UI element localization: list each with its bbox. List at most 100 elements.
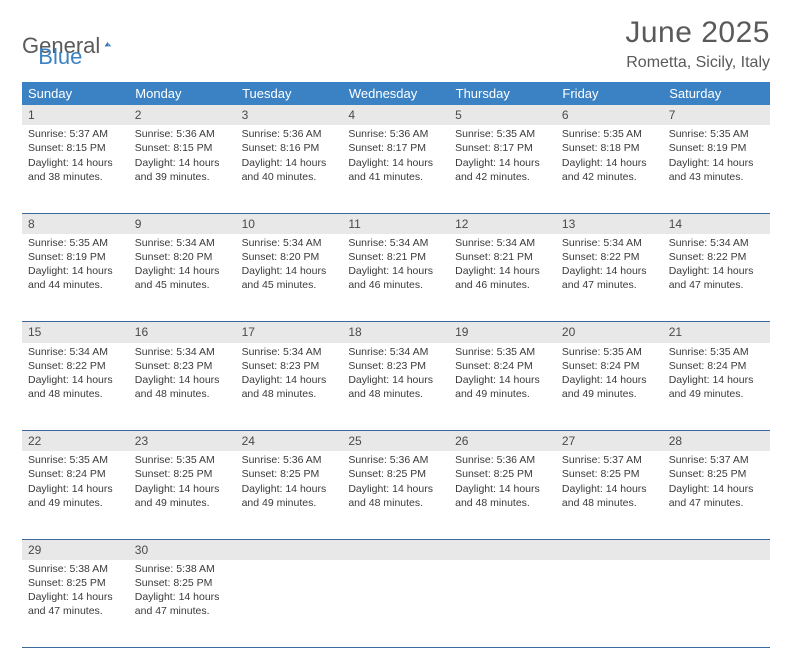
weekday-header-row: Sunday Monday Tuesday Wednesday Thursday… xyxy=(22,82,770,105)
day-cell: Sunrise: 5:34 AMSunset: 8:20 PMDaylight:… xyxy=(236,234,343,322)
sunset-label: Sunset: xyxy=(348,360,384,372)
daylight-label: Daylight: xyxy=(135,483,176,495)
daylight-line: Daylight: 14 hours and 48 minutes. xyxy=(455,482,550,510)
day-number-cell: 5 xyxy=(449,105,556,125)
sunset-value: 8:24 PM xyxy=(494,360,533,372)
sunrise-line: Sunrise: 5:35 AM xyxy=(669,345,764,359)
daynum-row: 15161718192021 xyxy=(22,322,770,343)
weekday-sunday: Sunday xyxy=(22,82,129,105)
sunrise-label: Sunrise: xyxy=(455,454,494,466)
day-cell: Sunrise: 5:36 AMSunset: 8:15 PMDaylight:… xyxy=(129,125,236,213)
day-number: 26 xyxy=(455,434,468,448)
day-number-cell: 15 xyxy=(22,322,129,343)
sunrise-value: 5:35 AM xyxy=(603,346,642,358)
daylight-label: Daylight: xyxy=(455,483,496,495)
sunset-value: 8:15 PM xyxy=(173,142,212,154)
sunrise-label: Sunrise: xyxy=(28,237,67,249)
sunset-label: Sunset: xyxy=(135,577,171,589)
daylight-line: Daylight: 14 hours and 48 minutes. xyxy=(28,373,123,401)
sunrise-line: Sunrise: 5:35 AM xyxy=(562,127,657,141)
sunset-label: Sunset: xyxy=(242,251,278,263)
sunset-label: Sunset: xyxy=(562,360,598,372)
day-body: Sunrise: 5:36 AMSunset: 8:25 PMDaylight:… xyxy=(342,451,449,514)
daynum-row: 1234567 xyxy=(22,105,770,125)
sunrise-label: Sunrise: xyxy=(135,563,174,575)
sunrise-line: Sunrise: 5:35 AM xyxy=(455,127,550,141)
sunrise-label: Sunrise: xyxy=(348,346,387,358)
day-number: 1 xyxy=(28,108,35,122)
day-body: Sunrise: 5:36 AMSunset: 8:25 PMDaylight:… xyxy=(236,451,343,514)
day-number: 16 xyxy=(135,325,148,339)
sunrise-line: Sunrise: 5:34 AM xyxy=(135,236,230,250)
day-number: 21 xyxy=(669,325,682,339)
daylight-label: Daylight: xyxy=(669,157,710,169)
sunrise-line: Sunrise: 5:36 AM xyxy=(135,127,230,141)
sunset-label: Sunset: xyxy=(135,360,171,372)
sunrise-value: 5:34 AM xyxy=(176,237,215,249)
day-number: 30 xyxy=(135,543,148,557)
day-number: 25 xyxy=(348,434,361,448)
sunset-line: Sunset: 8:25 PM xyxy=(28,576,123,590)
day-number: 23 xyxy=(135,434,148,448)
sunrise-label: Sunrise: xyxy=(135,128,174,140)
sunrise-label: Sunrise: xyxy=(669,454,708,466)
sunset-value: 8:21 PM xyxy=(494,251,533,263)
daylight-label: Daylight: xyxy=(562,483,603,495)
day-number: 19 xyxy=(455,325,468,339)
day-number-cell: 26 xyxy=(449,431,556,452)
sunset-line: Sunset: 8:20 PM xyxy=(242,250,337,264)
sunset-label: Sunset: xyxy=(455,468,491,480)
sunrise-label: Sunrise: xyxy=(135,346,174,358)
sunrise-line: Sunrise: 5:37 AM xyxy=(669,453,764,467)
sunrise-value: 5:34 AM xyxy=(603,237,642,249)
day-cell: Sunrise: 5:34 AMSunset: 8:23 PMDaylight:… xyxy=(236,343,343,431)
sunrise-line: Sunrise: 5:36 AM xyxy=(348,453,443,467)
sunset-line: Sunset: 8:23 PM xyxy=(348,359,443,373)
sunset-value: 8:22 PM xyxy=(67,360,106,372)
sunrise-line: Sunrise: 5:34 AM xyxy=(135,345,230,359)
day-cell xyxy=(556,560,663,648)
day-number-cell xyxy=(342,539,449,560)
sunrise-line: Sunrise: 5:34 AM xyxy=(562,236,657,250)
sunset-label: Sunset: xyxy=(669,142,705,154)
day-body: Sunrise: 5:34 AMSunset: 8:23 PMDaylight:… xyxy=(129,343,236,406)
daynum-row: 891011121314 xyxy=(22,213,770,234)
sunset-label: Sunset: xyxy=(242,360,278,372)
sunrise-label: Sunrise: xyxy=(28,454,67,466)
day-number-cell: 24 xyxy=(236,431,343,452)
sunset-line: Sunset: 8:17 PM xyxy=(455,141,550,155)
daylight-line: Daylight: 14 hours and 46 minutes. xyxy=(348,264,443,292)
sunset-value: 8:25 PM xyxy=(173,577,212,589)
daylight-label: Daylight: xyxy=(562,265,603,277)
sunset-value: 8:23 PM xyxy=(173,360,212,372)
daylight-label: Daylight: xyxy=(135,591,176,603)
sunset-value: 8:24 PM xyxy=(707,360,746,372)
sunrise-value: 5:36 AM xyxy=(390,128,429,140)
day-number-cell: 12 xyxy=(449,213,556,234)
sunset-value: 8:18 PM xyxy=(600,142,639,154)
sunset-line: Sunset: 8:15 PM xyxy=(28,141,123,155)
sunrise-line: Sunrise: 5:36 AM xyxy=(242,127,337,141)
day-body: Sunrise: 5:34 AMSunset: 8:21 PMDaylight:… xyxy=(449,234,556,297)
daylight-label: Daylight: xyxy=(242,483,283,495)
sunrise-label: Sunrise: xyxy=(135,237,174,249)
sunrise-line: Sunrise: 5:37 AM xyxy=(562,453,657,467)
sunrise-value: 5:34 AM xyxy=(176,346,215,358)
sunrise-value: 5:35 AM xyxy=(69,454,108,466)
daylight-line: Daylight: 14 hours and 39 minutes. xyxy=(135,156,230,184)
day-cell: Sunrise: 5:36 AMSunset: 8:16 PMDaylight:… xyxy=(236,125,343,213)
weekday-saturday: Saturday xyxy=(663,82,770,105)
sunrise-value: 5:35 AM xyxy=(176,454,215,466)
sunset-line: Sunset: 8:24 PM xyxy=(28,467,123,481)
daylight-line: Daylight: 14 hours and 45 minutes. xyxy=(242,264,337,292)
location: Rometta, Sicily, Italy xyxy=(625,54,770,72)
sunrise-label: Sunrise: xyxy=(348,454,387,466)
daylight-label: Daylight: xyxy=(28,374,69,386)
sunset-line: Sunset: 8:25 PM xyxy=(455,467,550,481)
sunset-value: 8:25 PM xyxy=(387,468,426,480)
day-number-cell: 20 xyxy=(556,322,663,343)
sunrise-label: Sunrise: xyxy=(455,346,494,358)
day-number: 2 xyxy=(135,108,142,122)
day-body: Sunrise: 5:35 AMSunset: 8:18 PMDaylight:… xyxy=(556,125,663,188)
sunset-label: Sunset: xyxy=(135,251,171,263)
